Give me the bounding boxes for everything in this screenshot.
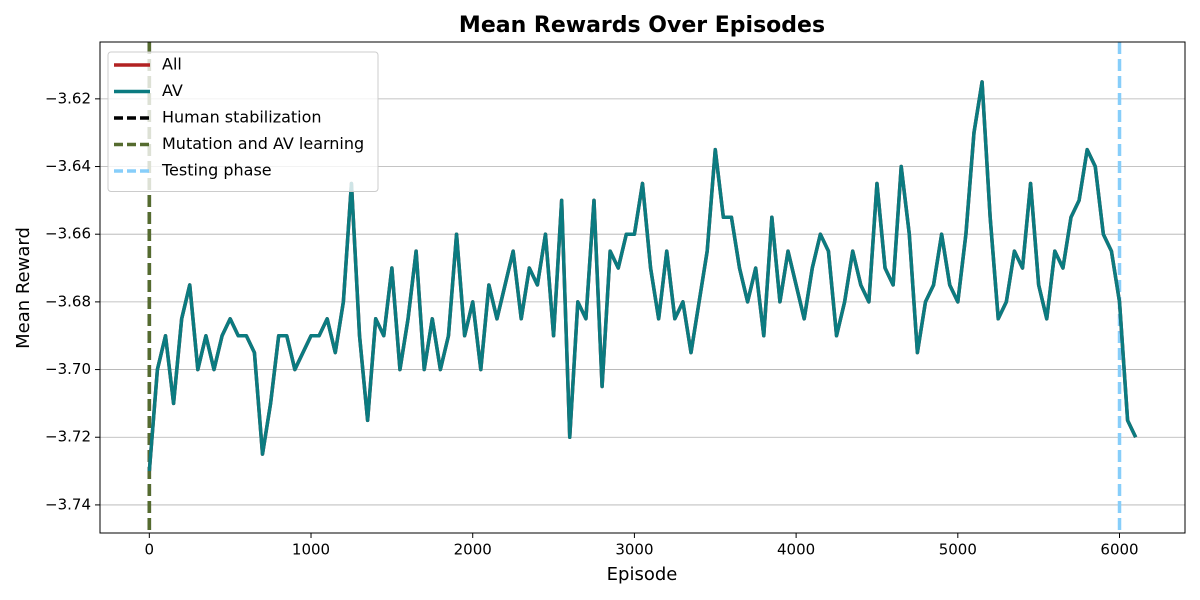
y-tick-label: −3.66 [45, 225, 91, 243]
plot-area [147, 42, 1138, 533]
x-tick-label: 4000 [777, 541, 815, 559]
x-axis-label: Episode [607, 564, 678, 585]
y-tick-label: −3.72 [45, 428, 91, 446]
series-line [147, 80, 1138, 472]
x-tick-label: 2000 [454, 541, 492, 559]
legend-label: All [162, 55, 182, 74]
legend-label: Testing phase [161, 161, 272, 180]
legend-box [107, 51, 379, 192]
y-tick-label: −3.62 [45, 89, 91, 107]
chart-title: Mean Rewards Over Episodes [459, 13, 825, 38]
x-tick-label: 0 [145, 541, 155, 559]
x-tick-label: 5000 [939, 541, 977, 559]
y-tick-label: −3.70 [45, 360, 91, 378]
y-tick-label: −3.74 [45, 495, 91, 513]
y-axis-label: Mean Reward [13, 227, 34, 349]
y-tick-label: −3.68 [45, 292, 91, 310]
y-tick-label: −3.64 [45, 157, 91, 175]
x-tick-label: 1000 [292, 541, 330, 559]
legend-label: AV [162, 81, 183, 100]
axes-frame [99, 41, 1186, 534]
legend-label: Human stabilization [162, 108, 322, 127]
x-tick-label: 6000 [1100, 541, 1138, 559]
legend-label: Mutation and AV learning [162, 134, 364, 153]
x-tick-label: 3000 [615, 541, 653, 559]
